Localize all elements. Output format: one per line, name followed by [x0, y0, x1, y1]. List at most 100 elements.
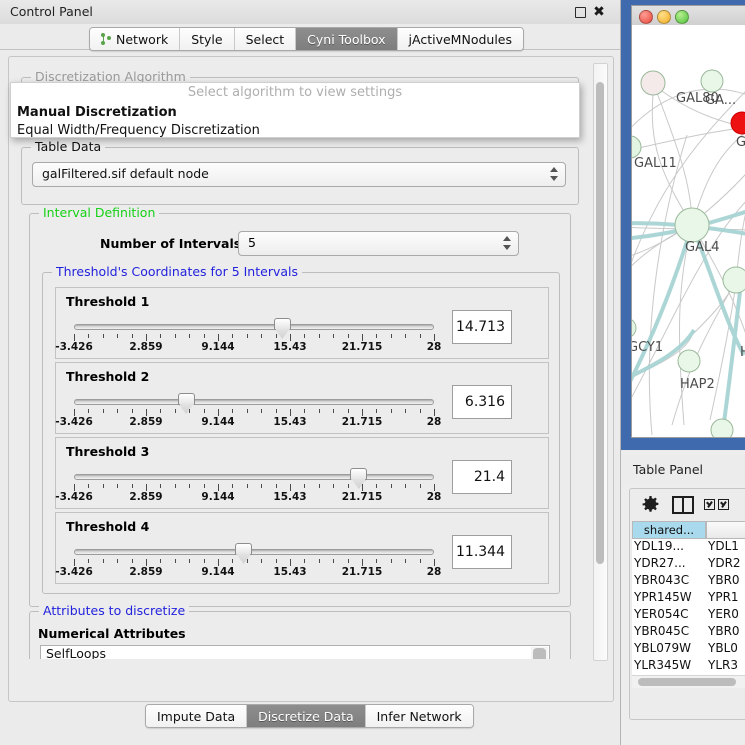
table-data-combobox[interactable]: galFiltered.sif default node [32, 162, 566, 187]
table-row[interactable]: YBL079W YBL0 [632, 641, 745, 658]
number-of-intervals-label: Number of Intervals [100, 236, 242, 251]
tab-style[interactable]: Style [180, 28, 235, 50]
slider-track[interactable] [74, 324, 434, 330]
table-row[interactable]: YBR045C YBR0 [632, 624, 745, 641]
axis-tick-label: -3.426 [55, 341, 93, 353]
tab-network[interactable]: Network [90, 28, 181, 50]
slider-axis-labels: -3.426 2.859 9.144 15.43 21.715 28 [55, 416, 442, 428]
threshold-title-3: Threshold 3 [66, 444, 150, 459]
table-cell-name: YDL1 [708, 539, 739, 553]
subtab-discretize-data[interactable]: Discretize Data [247, 705, 366, 727]
node-label-gal4: GAL4 [685, 240, 720, 255]
subtab-impute-data[interactable]: Impute Data [146, 705, 248, 727]
threshold-title-2: Threshold 2 [66, 369, 150, 384]
threshold-value-4: 11.344 [456, 544, 505, 560]
table-row[interactable]: YLR345W YLR3 [632, 658, 745, 675]
number-of-intervals-value: 5 [248, 235, 256, 250]
axis-tick-label: -3.426 [55, 416, 93, 428]
table-rows: YDL19... YDL1 YDR27... YDR2 YBR043C YBR0 YPR14… [632, 539, 745, 675]
threshold-title-1: Threshold 1 [66, 294, 150, 309]
table-horizontal-scrollbar[interactable] [632, 675, 745, 688]
attributes-scrollbar-thumb[interactable] [533, 648, 546, 659]
close-icon[interactable]: ✖ [593, 4, 605, 20]
threshold-box-3: Threshold 3 -3.426 2.859 9.144 15.43 21.715 28… [55, 437, 549, 509]
dropdown-hint: Select algorithm to view settings [187, 85, 403, 100]
slider-track[interactable] [74, 399, 434, 405]
algorithm-dropdown-popup[interactable]: Select algorithm to view settings Manual… [10, 82, 580, 138]
threshold-slider-4[interactable]: -3.426 2.859 9.144 15.43 21.715 28 [55, 543, 441, 578]
checkbox-icon[interactable] [718, 499, 729, 510]
threshold-coordinates-group: Threshold's Coordinates for 5 Intervals … [42, 265, 560, 594]
table-panel-toolbar [632, 491, 745, 519]
dropdown-item-manual-discretization[interactable]: Manual Discretization [17, 105, 177, 120]
network-window-title-bar [631, 5, 745, 26]
table-cell-name: YLR3 [708, 658, 738, 672]
attributes-legend: Attributes to discretize [39, 604, 190, 618]
column-header-name[interactable]: n [706, 521, 745, 539]
threshold-value-field-2[interactable]: 6.316 [452, 385, 512, 419]
slider-thumb[interactable] [350, 468, 368, 489]
axis-tick-label: 21.715 [341, 566, 383, 578]
chevron-updown-icon [550, 166, 558, 182]
slider-thumb[interactable] [177, 393, 195, 414]
tab-cyni-toolbox[interactable]: Cyni Toolbox [296, 28, 398, 50]
numerical-attributes-list[interactable]: SelfLoops TopologicalCoefficient Between… [40, 645, 550, 659]
threshold-value-field-3[interactable]: 21.4 [452, 460, 512, 494]
tab-style-label: Style [191, 31, 223, 47]
panel-body: Discretization Algorithm Table Data galF… [8, 56, 614, 702]
maximize-icon[interactable] [573, 5, 587, 19]
axis-tick-label: 9.144 [201, 566, 235, 578]
close-dot-red[interactable] [639, 10, 653, 24]
chevron-updown-icon [503, 235, 511, 251]
slider-thumb[interactable] [273, 318, 291, 339]
panel-vertical-scrollbar-thumb[interactable] [596, 82, 604, 564]
tab-select[interactable]: Select [234, 28, 297, 50]
table-row[interactable]: YDL19... YDL1 [632, 539, 745, 556]
slider-axis-labels: -3.426 2.859 9.144 15.43 21.715 28 [55, 341, 442, 353]
table-cell-name: YBL0 [708, 641, 738, 655]
table-header-row: shared... n [632, 521, 745, 539]
panel-vertical-scrollbar[interactable] [593, 63, 608, 661]
number-of-intervals-spinner[interactable]: 5 [238, 231, 519, 256]
slider-track[interactable] [74, 474, 434, 480]
interval-definition-legend: Interval Definition [39, 206, 160, 220]
threshold-value-field-4[interactable]: 11.344 [452, 535, 512, 569]
table-row[interactable]: YER054C YER0 [632, 607, 745, 624]
minimize-dot-yellow[interactable] [657, 10, 671, 24]
threshold-slider-1[interactable]: -3.426 2.859 9.144 15.43 21.715 28 [55, 318, 441, 353]
axis-tick-label: 15.43 [273, 341, 307, 353]
columns-icon[interactable] [672, 496, 694, 514]
discretization-algorithm-legend: Discretization Algorithm [31, 70, 190, 84]
slider-axis-labels: -3.426 2.859 9.144 15.43 21.715 28 [55, 566, 442, 578]
gear-icon[interactable] [642, 496, 659, 513]
dropdown-item-equal-width-frequency[interactable]: Equal Width/Frequency Discretization [17, 123, 260, 138]
threshold-slider-2[interactable]: -3.426 2.859 9.144 15.43 21.715 28 [55, 393, 441, 428]
column-header-shared[interactable]: shared... [632, 521, 706, 539]
axis-tick-label: 9.144 [201, 416, 235, 428]
scroll-content: Discretization Algorithm Table Data galF… [15, 63, 591, 659]
table-row[interactable]: YBR043C YBR0 [632, 573, 745, 590]
table-cell-shared: YBR045C [634, 624, 690, 638]
network-canvas[interactable]: GAL80 GA... G... GAL11 GAL4 GCY1 H... HA… [631, 25, 745, 438]
table-row[interactable]: YPR145W YPR1 [632, 590, 745, 607]
table-data-value: galFiltered.sif default node [42, 166, 209, 181]
tab-jactivemnodules[interactable]: jActiveMNodules [397, 28, 524, 50]
attributes-scrollbar[interactable] [531, 647, 548, 659]
list-item[interactable]: SelfLoops [46, 646, 106, 659]
threshold-value-field-1[interactable]: 14.713 [452, 310, 512, 344]
table-horizontal-scrollbar-thumb[interactable] [638, 678, 736, 686]
checkbox-icon[interactable] [704, 499, 715, 510]
threshold-slider-3[interactable]: -3.426 2.859 9.144 15.43 21.715 28 [55, 468, 441, 503]
subtab-infer-network[interactable]: Infer Network [365, 705, 473, 727]
slider-thumb[interactable] [235, 543, 253, 564]
node-label-h: H... [740, 345, 745, 360]
window-title-bar: Control Panel ✖ [0, 0, 620, 25]
table-panel-body: shared... n YDL19... YDL1 YDR27... YDR2 YBR0… [629, 488, 745, 720]
slider-ticks [74, 409, 435, 416]
slider-track[interactable] [74, 549, 434, 555]
table-row[interactable]: YDR27... YDR2 [632, 556, 745, 573]
right-side: GAL80 GA... G... GAL11 GAL4 GCY1 H... HA… [621, 0, 745, 745]
subtab-impute-data-label: Impute Data [157, 708, 236, 724]
zoom-dot-green[interactable] [675, 10, 689, 24]
node-label-gcy1: GCY1 [631, 340, 664, 355]
